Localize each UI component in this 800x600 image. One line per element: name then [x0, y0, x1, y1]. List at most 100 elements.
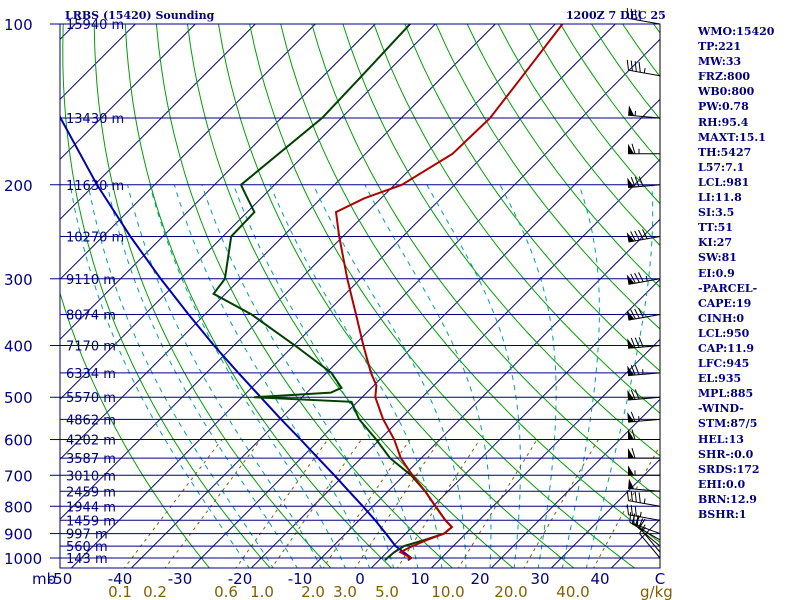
- moist-adiabat-line: [233, 184, 419, 568]
- height-label: 13430 m: [66, 112, 124, 127]
- wind-barb-pennant: [627, 390, 635, 401]
- wind-barb-full: [634, 505, 637, 517]
- wind-barb-full: [631, 429, 636, 440]
- wind-barb-full: [626, 8, 629, 19]
- isotherm-line: [60, 24, 196, 161]
- moist-adiabat-line: [106, 184, 298, 568]
- index-item: SI:3.5: [698, 206, 735, 220]
- pressure-tick-label: 800: [4, 498, 33, 516]
- wind-barb-pennant: [627, 338, 635, 349]
- chart-time-label: 1200Z 7 DEC 25: [566, 9, 666, 22]
- wind-barb-staff: [628, 17, 661, 25]
- parcel-profile-line: [60, 114, 412, 559]
- wind-barb-half: [638, 523, 643, 529]
- wind-barb-full: [634, 61, 637, 72]
- index-item: L57:7.1: [698, 160, 745, 174]
- mixing-ratio-tick-label: 2.0: [301, 583, 325, 600]
- wind-barb-full: [634, 308, 640, 319]
- wind-barb-full: [630, 411, 636, 422]
- height-label: 997 m: [66, 528, 108, 543]
- wind-barb-pennant: [627, 412, 635, 423]
- wind-barb-full: [630, 505, 633, 516]
- mixing-ratio-line: [523, 439, 599, 568]
- wind-barb-full: [630, 273, 636, 284]
- wind-barb-full: [638, 307, 644, 318]
- index-item: CINH:0: [698, 311, 745, 325]
- height-label: 7170 m: [66, 340, 116, 355]
- wind-barb-full: [626, 490, 629, 501]
- mixing-ratio-tick-label: 20.0: [494, 583, 527, 600]
- dry-adiabat-line: [249, 24, 636, 568]
- wind-barb: [626, 307, 661, 321]
- isotherm-line: [60, 24, 376, 341]
- index-item: FRZ:800: [698, 70, 751, 84]
- wind-barb-full: [634, 364, 640, 375]
- wind-barb-staff: [632, 523, 661, 541]
- height-label: 3010 m: [66, 469, 116, 484]
- wind-barb-staff: [639, 533, 661, 559]
- wind-barb-full: [630, 231, 636, 242]
- wind-barb: [626, 59, 661, 77]
- wind-barb-staff: [628, 314, 661, 321]
- mixing-ratio-line: [235, 439, 329, 568]
- wind-barb: [627, 176, 661, 189]
- mixing-ratio-tick-label: 5.0: [375, 583, 399, 600]
- mixing-ratio-line: [593, 444, 660, 568]
- index-item: TP:221: [698, 40, 742, 54]
- dry-adiabat-line: [373, 24, 660, 414]
- index-item: MPL:885: [698, 387, 754, 401]
- temperature-tick-label: -20: [228, 570, 253, 588]
- index-item: CAPE:19: [698, 296, 752, 310]
- moist-adiabat-line: [364, 184, 492, 568]
- dry-adiabat-line: [342, 24, 660, 457]
- height-label: 5570 m: [66, 391, 116, 406]
- isotherm-line: [130, 38, 660, 568]
- pressure-tick-label: 600: [4, 432, 33, 450]
- mixing-ratio-tick-label: 0.1: [108, 583, 132, 600]
- index-item: EI:0.9: [698, 266, 735, 280]
- wind-barb-full: [634, 337, 640, 348]
- wind-barb-full: [630, 177, 636, 188]
- wind-barb: [627, 389, 661, 401]
- wind-barb-pennant: [626, 310, 635, 321]
- dry-adiabat-line: [93, 24, 332, 568]
- index-item: EHI:0.0: [698, 477, 746, 491]
- moist-adiabat-line: [585, 184, 654, 568]
- wind-barb: [626, 8, 661, 25]
- wind-barb-full: [626, 504, 629, 515]
- wind-barb-full: [630, 365, 636, 376]
- isotherm-line: [60, 24, 556, 521]
- wind-barb-full: [629, 512, 632, 523]
- isotherm-line: [550, 458, 660, 568]
- wind-barb-half: [643, 498, 646, 504]
- wind-barb-full: [638, 10, 641, 21]
- temperature-tick-label: 10: [410, 570, 429, 588]
- wind-barb-half: [643, 67, 646, 74]
- mixing-ratio-tick-label: 10.0: [431, 583, 464, 600]
- height-label: 8074 m: [66, 309, 116, 324]
- wind-barb-full: [626, 59, 629, 71]
- height-label: 2459 m: [66, 485, 116, 500]
- moist-adiabat-line: [69, 184, 250, 568]
- wind-barb-pennant: [627, 177, 635, 188]
- wind-barb-pennant: [628, 143, 634, 154]
- wind-barb-full: [630, 309, 636, 320]
- index-item: TH:5427: [698, 145, 752, 159]
- pressure-tick-label: 200: [4, 177, 33, 195]
- wind-barb-staff: [635, 525, 661, 547]
- index-item: LI:11.8: [698, 191, 742, 205]
- wind-barb-full: [634, 9, 637, 20]
- index-item: -PARCEL-: [698, 281, 758, 295]
- wind-barb-pennant: [628, 478, 635, 490]
- wind-barb: [628, 143, 660, 155]
- wind-barb-full: [638, 61, 641, 73]
- index-item: RH:95.4: [698, 115, 749, 129]
- wind-barb: [627, 364, 661, 377]
- dry-adiabat-line: [155, 24, 454, 568]
- indices-panel: WMO:15420 TP:221 MW:33 FRZ:800 WB0:800 PW:0.7…: [698, 24, 800, 522]
- wind-barb: [628, 429, 660, 441]
- wind-barb: [628, 105, 661, 119]
- height-label: 15940 m: [66, 18, 124, 33]
- isotherm-line: [430, 338, 660, 568]
